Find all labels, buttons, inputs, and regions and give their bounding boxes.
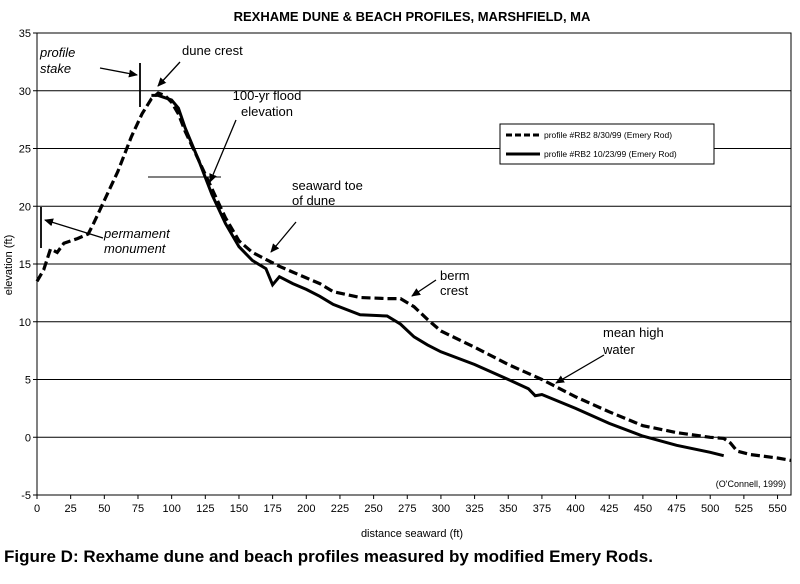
- x-tick-label: 425: [600, 503, 618, 515]
- annotation-flood-line2: elevation: [241, 104, 293, 119]
- x-tick-label: 450: [634, 503, 652, 515]
- x-tick-label: 50: [98, 503, 110, 515]
- x-tick-label: 550: [768, 503, 786, 515]
- x-tick-label: 250: [364, 503, 382, 515]
- x-tick-label: 100: [162, 503, 180, 515]
- annotation-berm-line2: crest: [440, 283, 469, 298]
- seaward-toe-arrow: [270, 221, 297, 253]
- x-tick-label: 375: [533, 503, 551, 515]
- series-line-10-23-99: [151, 93, 725, 458]
- x-axis-label: distance seaward (ft): [361, 528, 463, 540]
- grid: [37, 90, 791, 438]
- annotation-monument-line1: permament: [103, 226, 171, 241]
- y-tick-label: 15: [19, 259, 31, 271]
- annotation-profile-stake-line2: stake: [40, 61, 71, 76]
- legend-box: [499, 123, 715, 165]
- legend-entry-10-23-99: profile #RB2 10/23/99 (Emery Rod): [544, 149, 677, 159]
- series-line-8-30-99: [35, 91, 792, 462]
- chart-title: REXHAME DUNE & BEACH PROFILES, MARSHFIEL…: [234, 9, 591, 24]
- legend-entry-8-30-99: profile #RB2 8/30/99 (Emery Rod): [544, 130, 672, 140]
- flood-elevation-arrow: [209, 119, 237, 183]
- dune-crest-arrow: [157, 61, 181, 87]
- x-tick-label: 25: [65, 503, 77, 515]
- y-tick-label: 10: [19, 317, 31, 329]
- monument-arrow: [44, 218, 104, 239]
- x-axis-ticks: 0 25 50 75 100 125 150 175 200 225 250 275 300 325 350…: [34, 495, 787, 515]
- x-tick-label: 500: [701, 503, 719, 515]
- annotation-seaward-toe-line1: seaward toe: [292, 178, 363, 193]
- x-tick-label: 350: [499, 503, 517, 515]
- annotations: profile stake dune crest 100-yr flood el…: [39, 43, 786, 489]
- x-tick-label: 325: [465, 503, 483, 515]
- y-tick-label: 5: [25, 375, 31, 387]
- annotation-mhw-line2: water: [602, 342, 635, 357]
- annotation-profile-stake-line1: profile: [39, 45, 75, 60]
- annotation-seaward-toe-line2: of dune: [292, 193, 335, 208]
- x-tick-label: 225: [331, 503, 349, 515]
- annotation-berm-line1: berm: [440, 268, 470, 283]
- annotation-monument-line2: monument: [104, 241, 167, 256]
- x-tick-label: 75: [132, 503, 144, 515]
- mhw-arrow: [555, 354, 605, 384]
- y-tick-label: 0: [25, 432, 31, 444]
- annotation-dune-crest: dune crest: [182, 43, 243, 58]
- y-axis-ticks: -5 0 5 10 15 20 25 30 35: [19, 28, 37, 502]
- annotation-mhw-line1: mean high: [603, 325, 664, 340]
- y-tick-label: 20: [19, 201, 31, 213]
- y-tick-label: 35: [19, 28, 31, 40]
- x-tick-label: 525: [735, 503, 753, 515]
- legend: profile #RB2 8/30/99 (Emery Rod) profile…: [499, 123, 715, 165]
- x-tick-label: 400: [566, 503, 584, 515]
- figure-caption: Figure D: Rexhame dune and beach profile…: [4, 547, 653, 566]
- x-tick-label: 475: [667, 503, 685, 515]
- annotation-flood-line1: 100-yr flood: [233, 88, 302, 103]
- x-tick-label: 200: [297, 503, 315, 515]
- x-tick-label: 150: [230, 503, 248, 515]
- y-tick-label: 25: [19, 144, 31, 156]
- x-tick-label: 300: [432, 503, 450, 515]
- x-tick-label: 275: [398, 503, 416, 515]
- y-tick-label: 30: [19, 86, 31, 98]
- y-axis-label: elevation (ft): [3, 235, 15, 296]
- x-tick-label: 0: [34, 503, 40, 515]
- x-tick-label: 125: [196, 503, 214, 515]
- x-tick-label: 175: [263, 503, 281, 515]
- profile-stake-arrow: [99, 67, 138, 78]
- credit-text: (O'Connell, 1999): [716, 479, 786, 489]
- berm-crest-arrow: [411, 279, 437, 297]
- y-tick-label: -5: [21, 490, 31, 502]
